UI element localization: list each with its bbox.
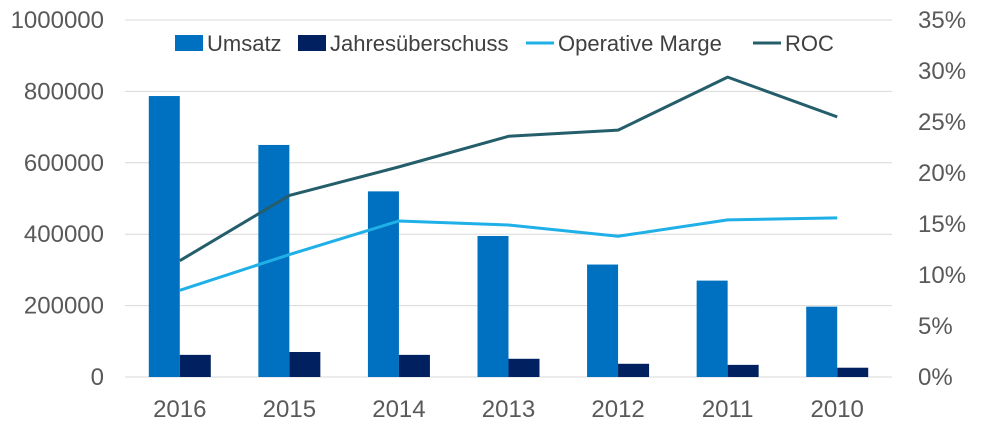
right-axis-tick-label: 20% [918,160,966,187]
bar-jahres-berschuss [508,358,540,377]
gridlines [125,19,892,378]
legend-label-roc: ROC [785,31,834,56]
x-axis-tick-label: 2014 [372,396,425,423]
left-axis-tick-label: 800000 [24,78,104,105]
line-roc [179,75,838,263]
right-axis-tick-label: 35% [918,7,966,34]
left-axis: 0 200000 400000 600000 800000 1000000 [11,7,104,391]
bar-umsatz [587,264,619,377]
legend-label-umsatz: Umsatz [207,31,282,56]
bar-umsatz [367,191,399,377]
left-axis-tick-label: 600000 [24,150,104,177]
bar-jahres-berschuss [289,352,321,377]
bar-jahres-berschuss [398,354,430,377]
right-axis-tick-label: 30% [918,58,966,85]
line-operative-marge [179,216,838,292]
bar-umsatz [696,280,728,377]
bar-jahres-berschuss [179,354,211,377]
bar-umsatz [806,306,838,377]
right-axis-tick-label: 5% [918,313,953,340]
bar-jahres-berschuss [727,364,759,377]
legend-label-operative-marge: Operative Marge [558,31,722,56]
x-axis-tick-label: 2013 [482,396,535,423]
x-axis-tick-label: 2015 [263,396,316,423]
x-axis-tick-label: 2010 [811,396,864,423]
left-axis-tick-label: 1000000 [11,7,104,34]
x-axis-tick-label: 2016 [153,396,206,423]
right-axis-tick-label: 10% [918,262,966,289]
bar-jahres-berschuss [618,363,650,377]
bar-umsatz [477,235,509,377]
legend-swatch-umsatz [175,35,203,51]
left-axis-tick-label: 200000 [24,293,104,320]
legend-swatch-jahresueberschuss [298,35,326,51]
legend: Umsatz Jahresüberschuss Operative Marge … [175,31,834,56]
x-axis-tick-label: 2012 [591,396,644,423]
x-axis-tick-label: 2011 [702,396,754,423]
right-axis-tick-label: 0% [918,364,953,391]
right-axis: 0% 5% 10% 15% 20% 25% 30% 35% [918,7,966,391]
right-axis-tick-label: 15% [918,211,966,238]
x-axis: 2016 2015 2014 2013 2012 2011 2010 [153,396,864,423]
legend-label-jahresueberschuss: Jahresüberschuss [330,31,509,56]
right-axis-tick-label: 25% [918,109,966,136]
lines [179,75,838,292]
bars [148,96,869,377]
bar-umsatz [148,96,180,377]
bar-jahres-berschuss [837,367,869,377]
left-axis-tick-label: 0 [91,364,104,391]
left-axis-tick-label: 400000 [24,221,104,248]
